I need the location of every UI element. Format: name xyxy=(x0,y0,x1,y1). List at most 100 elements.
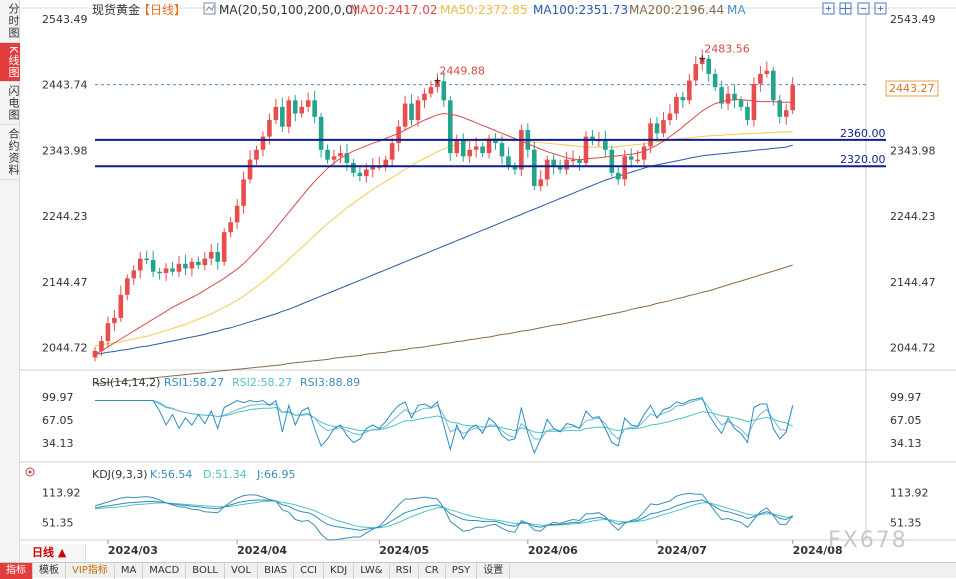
candle-body xyxy=(577,159,582,163)
candle-body xyxy=(435,81,440,88)
candle-body xyxy=(144,258,149,261)
candle-body xyxy=(112,317,117,324)
grid-icon[interactable] xyxy=(839,2,852,15)
candle-body xyxy=(254,149,259,160)
line-label-2360: 2360.00 xyxy=(840,127,886,140)
tab-ma[interactable]: MA xyxy=(115,562,144,579)
candle-body xyxy=(364,169,369,177)
tab-rsi[interactable]: RSI xyxy=(390,562,419,579)
candle-body xyxy=(480,146,485,154)
tab-vol[interactable]: VOL xyxy=(225,562,259,579)
candle-body xyxy=(357,172,363,177)
tab-cci[interactable]: CCI xyxy=(294,562,325,579)
candle-body xyxy=(641,146,647,160)
period-selector[interactable]: 日线 ▲ xyxy=(20,544,86,562)
tab-cr[interactable]: CR xyxy=(419,562,446,579)
candle-body xyxy=(150,259,156,272)
candle-body xyxy=(622,156,628,180)
tab-indicators[interactable]: 指标 xyxy=(0,562,33,579)
candle-body xyxy=(344,153,350,163)
candle-body xyxy=(183,263,188,269)
candle-body xyxy=(745,106,750,121)
tab-contract-info[interactable]: 合约资料 xyxy=(0,125,20,181)
kdj-settings-icon[interactable] xyxy=(25,467,35,477)
rsi-tick-label: 34.13 xyxy=(890,437,922,450)
candle-body xyxy=(771,70,776,101)
candle-body xyxy=(570,159,576,162)
candle-body xyxy=(260,136,266,150)
ma100-value: MA100:2351.73 xyxy=(533,3,628,17)
tab-settings[interactable]: 设置 xyxy=(477,562,511,579)
tab-bias[interactable]: BIAS xyxy=(258,562,295,579)
tab-psy[interactable]: PSY xyxy=(446,562,478,579)
candle-body xyxy=(628,156,634,160)
rsi2-value: RSI2:58.27 xyxy=(232,376,292,389)
tab-macd[interactable]: MACD xyxy=(143,562,187,579)
sidebar: 分时图 K线图 闪电图 合约资料 xyxy=(0,0,20,562)
candle-body xyxy=(719,87,724,104)
candle-body xyxy=(738,100,744,107)
candle-body xyxy=(706,58,711,74)
rsi1-polyline xyxy=(95,397,794,455)
current-price-value: 2443.27 xyxy=(889,82,935,95)
candle-body xyxy=(583,136,589,163)
candle-body xyxy=(758,73,763,84)
candle-body xyxy=(267,120,272,137)
candle-body xyxy=(557,166,563,170)
kdj-d-value: D:51.34 xyxy=(203,468,247,481)
indicator-toolbar: 指标 模板 VIP指标 MA MACD BOLL VOL BIAS CCI KD… xyxy=(0,562,956,579)
candle-body xyxy=(286,100,292,127)
candle-body xyxy=(473,146,479,150)
rsi3-value: RSI3:88.89 xyxy=(300,376,360,389)
candle-body xyxy=(292,100,298,114)
date-tick-label: 2024/08 xyxy=(793,544,843,557)
candle-body xyxy=(383,159,388,167)
ma-chart-icon xyxy=(205,4,215,12)
ma200-value: MA200:2196.44 xyxy=(629,3,724,17)
price-tick-label: 2343.98 xyxy=(890,144,936,157)
tab-flash[interactable]: 闪电图 xyxy=(0,82,20,126)
rsi-axis: 99.97 99.97 67.05 67.05 34.13 34.13 xyxy=(42,391,922,450)
kdj-k-value: K:56.54 xyxy=(150,468,192,481)
price-axis-left: 2543.49 2443.74 2343.98 2244.23 2144.47 2044.… xyxy=(42,13,88,355)
minus-icon[interactable] xyxy=(857,2,870,15)
candle-body xyxy=(609,149,615,173)
candle-body xyxy=(454,139,460,154)
ma200-line xyxy=(94,264,793,385)
candle-body xyxy=(176,263,182,272)
price-tick-label: 2543.49 xyxy=(42,13,88,26)
price-tick-label: 2244.23 xyxy=(42,210,88,223)
tab-timeshare[interactable]: 分时图 xyxy=(0,0,20,43)
candle-body xyxy=(654,123,660,134)
expand-icon[interactable] xyxy=(822,2,835,15)
date-tick-label: 2024/06 xyxy=(528,544,578,557)
tab-kdj[interactable]: KDJ xyxy=(324,562,355,579)
kdj-j-value: J:66.95 xyxy=(256,468,295,481)
candle-body xyxy=(603,139,608,150)
tab-lwr[interactable]: LW& xyxy=(354,562,390,579)
current-price-tag xyxy=(885,80,939,97)
plus-icon[interactable] xyxy=(874,2,887,15)
candle-body xyxy=(415,100,421,121)
tab-templates[interactable]: 模板 xyxy=(33,562,66,579)
candle-body xyxy=(99,340,104,351)
candle-body xyxy=(351,162,356,173)
price-chart[interactable]: 现货黄金 【日线】 MA(20,50,100,200,0,0) MA20:241… xyxy=(20,0,956,562)
candle-body xyxy=(448,100,453,154)
candle-body xyxy=(202,258,208,266)
instrument-name: 现货黄金 xyxy=(92,2,140,17)
tab-kline[interactable]: K线图 xyxy=(0,43,20,83)
price-tick-label: 2044.72 xyxy=(890,342,936,355)
tab-vip-indicators[interactable]: VIP指标 xyxy=(66,562,115,579)
candle-body xyxy=(396,126,401,144)
candle-body xyxy=(732,93,737,101)
price-tick-label: 2343.98 xyxy=(42,144,88,157)
tab-boll[interactable]: BOLL xyxy=(186,562,225,579)
rsi-lines xyxy=(95,397,794,455)
ma-settings-icon[interactable] xyxy=(203,2,216,15)
rsi1-value: RSI1:58.27 xyxy=(164,376,224,389)
candle-body xyxy=(402,103,408,127)
candle-body xyxy=(687,80,692,101)
candle-body xyxy=(790,85,795,111)
kdj-tick-label: 113.92 xyxy=(890,486,929,499)
